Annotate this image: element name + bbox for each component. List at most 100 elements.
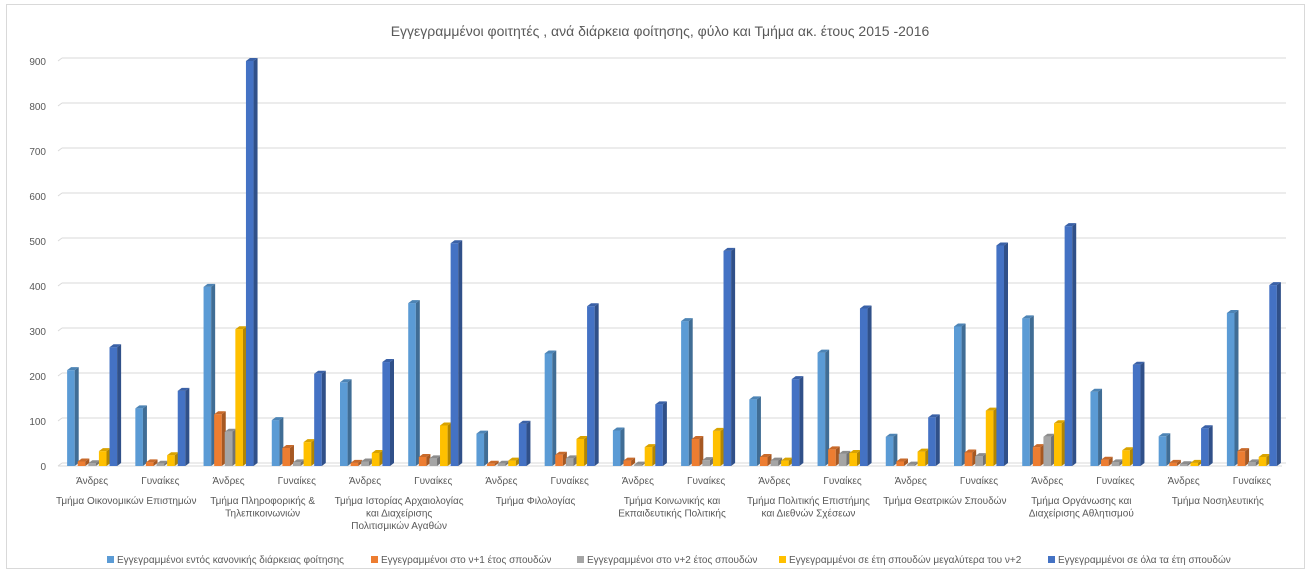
x-tick-label: Άνδρες	[895, 476, 927, 487]
bar-side	[1004, 242, 1008, 466]
bar	[759, 457, 768, 466]
bar	[964, 452, 973, 466]
bar-side	[358, 459, 363, 466]
bar	[282, 448, 290, 466]
bar	[145, 462, 154, 466]
x-tick-label: Άνδρες	[622, 476, 654, 487]
bar	[587, 306, 595, 466]
bar	[838, 453, 847, 466]
bar-top	[135, 405, 147, 409]
bar-side	[688, 318, 693, 466]
legend-swatch	[107, 556, 114, 563]
bar	[612, 430, 621, 466]
y-tick-label: 900	[29, 57, 46, 68]
bar	[702, 460, 710, 466]
bar-top	[1122, 447, 1134, 451]
bar-side	[756, 396, 761, 466]
bar-side	[390, 359, 394, 466]
bar-top	[177, 387, 190, 391]
bar-top	[928, 414, 940, 418]
chart-title: Εγγεγραμμένοι φοιτητές , ανά διάρκεια φο…	[391, 23, 930, 39]
bar-top	[109, 344, 122, 348]
bar-top	[555, 451, 567, 455]
bar-top	[723, 247, 736, 251]
gridline-diag	[57, 327, 63, 332]
bar	[361, 461, 369, 466]
bar-side	[594, 303, 599, 466]
bar-side	[142, 405, 147, 466]
bar	[1179, 464, 1188, 466]
bar	[634, 464, 642, 466]
gridline-diag	[57, 147, 63, 152]
gridline-diag	[57, 372, 63, 377]
bar-top	[885, 433, 898, 437]
bar	[292, 462, 301, 466]
group-label: Τμήμα Θεατρικών Σπουδών	[883, 495, 1006, 507]
bar	[214, 414, 222, 466]
bar-top	[817, 349, 830, 353]
bar	[644, 447, 653, 466]
bar	[544, 353, 553, 466]
bar-top	[681, 318, 693, 322]
bar-top	[576, 436, 589, 439]
gridline-diag	[57, 102, 63, 107]
bar-top	[1032, 444, 1045, 448]
bar-top	[450, 240, 463, 244]
bar-side	[935, 414, 940, 466]
bar	[67, 370, 75, 466]
x-tick-label: Γυναίκες	[687, 475, 725, 487]
x-tick-label: Γυναίκες	[414, 475, 452, 487]
bar	[314, 373, 322, 466]
bar-side	[825, 349, 830, 466]
bar-top	[98, 448, 111, 452]
bar	[691, 439, 700, 466]
bar	[1022, 318, 1030, 466]
bar	[859, 308, 868, 466]
gridline-diag	[57, 192, 63, 197]
bar-top	[235, 326, 247, 330]
bar-top	[749, 396, 761, 400]
x-tick-label: Γυναίκες	[278, 475, 316, 487]
bar-side	[731, 247, 736, 466]
bar-top	[1169, 459, 1181, 463]
bar-side	[74, 367, 79, 466]
bar	[555, 454, 563, 466]
bar-top	[508, 457, 520, 461]
group-label: Τμήμα Πληροφορικής & Τηλεπικοινωνιών	[210, 495, 315, 520]
bar-top	[340, 379, 352, 383]
bar-top	[770, 457, 783, 461]
bar	[177, 390, 186, 466]
bar-side	[1234, 310, 1239, 466]
bar	[1258, 457, 1267, 466]
bar-top	[408, 300, 420, 304]
bar-side	[289, 445, 294, 466]
bar-side	[699, 436, 704, 466]
bar	[1111, 462, 1120, 466]
x-tick-label: Άνδρες	[213, 476, 245, 487]
bar-top	[791, 376, 804, 380]
bar	[828, 449, 836, 466]
bar-top	[896, 458, 908, 462]
bar-top	[203, 283, 216, 287]
bar-top	[224, 428, 237, 432]
group-label: Τμήμα Κοινωνικής και Εκπαιδευτικής Πολιτι…	[618, 495, 726, 520]
bar	[1248, 462, 1256, 466]
bar-top	[964, 449, 977, 453]
bar-top	[145, 459, 158, 463]
bar-top	[1190, 459, 1203, 463]
y-tick-label: 300	[29, 327, 46, 338]
y-tick-label: 800	[29, 102, 46, 113]
bar-side	[1208, 425, 1213, 466]
bar-top	[849, 449, 861, 453]
bar	[885, 436, 894, 466]
bar-side	[903, 458, 908, 466]
bar	[518, 423, 527, 466]
bar-top	[303, 439, 316, 443]
x-tick-label: Γυναίκες	[823, 475, 861, 487]
bar-top	[429, 455, 442, 459]
bar	[245, 61, 254, 466]
bar-side	[321, 370, 326, 466]
bar-side	[415, 300, 420, 466]
bar	[382, 362, 390, 466]
